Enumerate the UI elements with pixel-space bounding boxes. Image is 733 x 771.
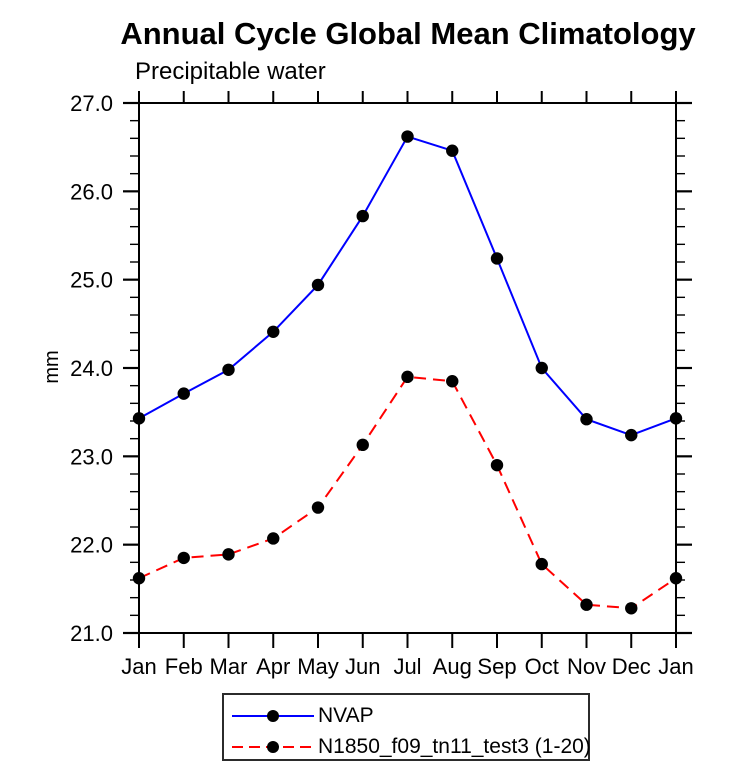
data-point — [625, 428, 638, 442]
data-point — [669, 572, 683, 585]
data-point — [490, 458, 504, 472]
y-tick-label: 24.0 — [70, 356, 113, 381]
legend: NVAP N1850_f09_tn11_test3 (1-20) — [222, 693, 591, 761]
y-tick-label: 26.0 — [70, 179, 113, 204]
data-point — [490, 252, 504, 265]
series-line — [138, 375, 677, 610]
data-point — [311, 501, 325, 514]
legend-marker-dot — [267, 741, 279, 753]
x-tick-label: May — [297, 654, 339, 679]
y-tick-label: 22.0 — [70, 533, 113, 558]
data-point — [625, 602, 638, 615]
y-tick-label: 23.0 — [70, 444, 113, 469]
data-point — [311, 278, 325, 292]
x-tick-label: Oct — [525, 654, 559, 679]
chart-subtitle: Precipitable water — [135, 58, 326, 85]
series-model — [132, 370, 683, 615]
data-point — [535, 361, 548, 375]
data-point — [222, 363, 235, 376]
legend-item-nvap: NVAP — [230, 704, 374, 727]
data-point — [267, 325, 280, 338]
series-line — [138, 135, 677, 437]
y-tick-label: 27.0 — [70, 91, 113, 116]
data-point — [446, 144, 459, 157]
chart-title: Annual Cycle Global Mean Climatology — [120, 16, 696, 51]
x-tick-label: Nov — [567, 654, 606, 679]
data-point — [401, 370, 414, 384]
data-point — [177, 387, 190, 400]
model-line-sample — [232, 741, 314, 753]
data-point — [177, 551, 190, 565]
legend-marker-dot — [267, 710, 279, 722]
series-nvap — [132, 130, 683, 442]
x-tick-label: Mar — [210, 654, 248, 679]
nvap-line-sample — [232, 710, 314, 722]
x-tick-label: Dec — [612, 654, 651, 679]
legend-label-nvap: NVAP — [318, 704, 374, 727]
x-axis: Jan Feb Mar Apr May Jun Jul Aug Sep Oct Nov Dec Jan — [121, 91, 694, 679]
data-point — [356, 438, 369, 452]
x-tick-label: Feb — [165, 654, 203, 679]
data-point — [535, 557, 548, 571]
data-point — [132, 412, 146, 425]
y-tick-label: 21.0 — [70, 621, 113, 646]
y-axis-title: mm — [41, 350, 63, 383]
x-tick-label: Jun — [345, 654, 380, 679]
legend-item-model: N1850_f09_tn11_test3 (1-20) — [230, 735, 591, 758]
x-tick-label: Jan — [121, 654, 156, 679]
plot-area: 21.0 22.0 23.0 24.0 25.0 26.0 27.0 Jan Feb Mar Apr… — [70, 91, 694, 679]
x-tick-label: Sep — [477, 654, 516, 679]
data-point — [401, 130, 414, 143]
data-point — [580, 413, 593, 426]
data-point — [669, 412, 683, 425]
x-tick-label: Apr — [256, 654, 290, 679]
x-tick-label: Jan — [658, 654, 693, 679]
data-point — [132, 572, 146, 585]
data-point — [580, 598, 593, 611]
data-point — [446, 375, 459, 388]
data-point — [267, 532, 280, 545]
y-axis: 21.0 22.0 23.0 24.0 25.0 26.0 27.0 — [70, 91, 692, 646]
data-point — [222, 548, 235, 561]
y-tick-label: 25.0 — [70, 268, 113, 293]
plot-frame — [138, 102, 677, 634]
data-point — [356, 209, 369, 223]
x-tick-label: Jul — [393, 654, 421, 679]
x-tick-label: Aug — [433, 654, 472, 679]
legend-label-model: N1850_f09_tn11_test3 (1-20) — [318, 735, 591, 758]
